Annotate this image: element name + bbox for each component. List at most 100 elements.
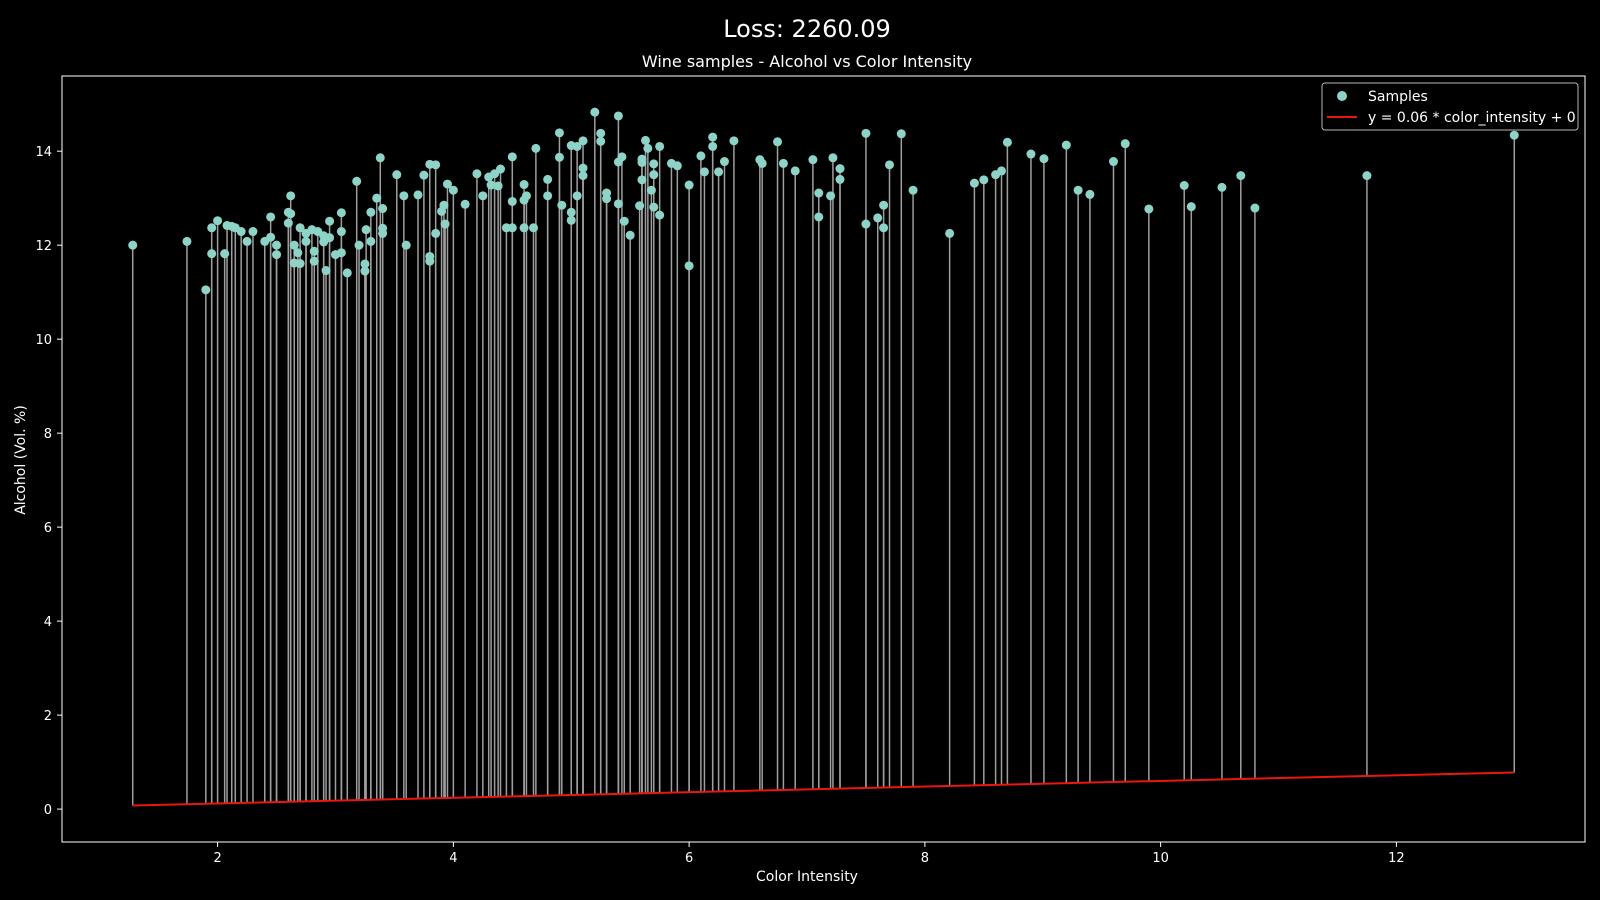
sample-point — [207, 249, 217, 259]
sample-point — [375, 153, 385, 163]
sample-point — [440, 219, 450, 229]
sample-point — [496, 164, 506, 174]
chart-title: Wine samples - Alcohol vs Color Intensit… — [642, 52, 972, 71]
sample-point — [649, 170, 659, 180]
fit-line-layer — [132, 771, 1515, 807]
sample-point — [572, 191, 582, 201]
y-axis-label: Alcohol (Vol. %) — [13, 405, 29, 515]
sample-point — [1120, 139, 1130, 149]
sample-point — [861, 219, 871, 229]
sample-point — [1250, 203, 1260, 213]
sample-point — [684, 261, 694, 271]
sample-point — [566, 207, 576, 217]
sample-point — [248, 227, 258, 237]
sample-point — [828, 153, 838, 163]
sample-point — [295, 259, 305, 269]
sample-point — [439, 200, 449, 210]
sample-point — [472, 169, 482, 179]
x-tick-label: 2 — [213, 851, 221, 866]
sample-point — [309, 246, 319, 256]
sample-point — [773, 137, 783, 147]
sample-point — [596, 128, 606, 138]
sample-point — [613, 111, 623, 121]
sample-point — [655, 210, 665, 220]
sample-point — [286, 191, 296, 201]
sample-point — [521, 191, 531, 201]
x-axis-label: Color Intensity — [756, 869, 858, 885]
y-tick-label: 2 — [44, 709, 52, 724]
sample-point — [672, 161, 682, 171]
chart-suptitle: Loss: 2260.09 — [723, 15, 891, 43]
sample-point — [708, 141, 718, 151]
sample-point — [578, 163, 588, 173]
plot-frame — [61, 75, 1586, 843]
sample-point — [646, 185, 656, 195]
sample-point — [419, 170, 429, 180]
sample-point — [378, 204, 388, 214]
sample-point — [207, 223, 217, 233]
sample-point — [578, 171, 588, 181]
sample-point — [293, 248, 303, 258]
sample-point — [507, 196, 517, 206]
sample-point — [655, 141, 665, 151]
y-tick-label: 14 — [35, 145, 52, 160]
sample-point — [554, 128, 564, 138]
sample-point — [879, 223, 889, 233]
sample-point — [885, 160, 895, 170]
sample-point — [778, 158, 788, 168]
sample-point — [272, 240, 282, 250]
sample-point — [757, 158, 767, 168]
sample-point — [352, 176, 362, 186]
sample-point — [590, 107, 600, 117]
sample-point — [543, 174, 553, 184]
legend-samples-marker — [1337, 91, 1347, 101]
sample-point — [325, 216, 335, 226]
sample-point — [1085, 189, 1095, 199]
sample-point — [557, 200, 567, 210]
legend-box — [1321, 82, 1579, 131]
sample-point — [378, 228, 388, 238]
sample-point — [220, 249, 230, 259]
y-tick-label: 10 — [35, 333, 52, 348]
x-tick-label: 12 — [1388, 851, 1405, 866]
sample-point — [1002, 137, 1012, 147]
sample-point — [309, 256, 319, 266]
sample-point — [554, 152, 564, 162]
sample-point — [486, 180, 496, 190]
sample-point — [684, 180, 694, 190]
sample-point — [969, 178, 979, 188]
y-tick-label: 6 — [44, 521, 52, 536]
sample-point — [714, 167, 724, 177]
sample-point — [272, 250, 282, 260]
sample-point — [625, 230, 635, 240]
sample-point — [493, 181, 503, 191]
sample-point — [325, 233, 335, 243]
sample-point — [814, 212, 824, 222]
sample-point — [649, 202, 659, 212]
sample-point — [637, 157, 647, 167]
sample-point — [1039, 154, 1049, 164]
legend: Samples y = 0.06 * color_intensity + 0 — [1321, 82, 1579, 131]
sample-point — [460, 199, 470, 209]
sample-point — [392, 170, 402, 180]
sample-point — [635, 201, 645, 211]
sample-point — [360, 266, 370, 276]
sample-point — [790, 166, 800, 176]
sample-point — [826, 191, 836, 201]
x-tick-label: 6 — [685, 851, 693, 866]
sample-point — [242, 236, 252, 246]
sample-point — [1179, 180, 1189, 190]
sample-point — [861, 128, 871, 138]
sample-point — [996, 166, 1006, 176]
sample-point — [266, 232, 276, 242]
sample-point — [360, 259, 370, 269]
sample-point — [596, 136, 606, 146]
plot-area — [128, 107, 1519, 807]
sample-point — [201, 285, 211, 295]
sample-point — [399, 191, 409, 201]
sample-point — [366, 207, 376, 217]
sample-point — [641, 135, 651, 145]
y-tick-label: 12 — [35, 239, 52, 254]
sample-point — [354, 240, 364, 250]
